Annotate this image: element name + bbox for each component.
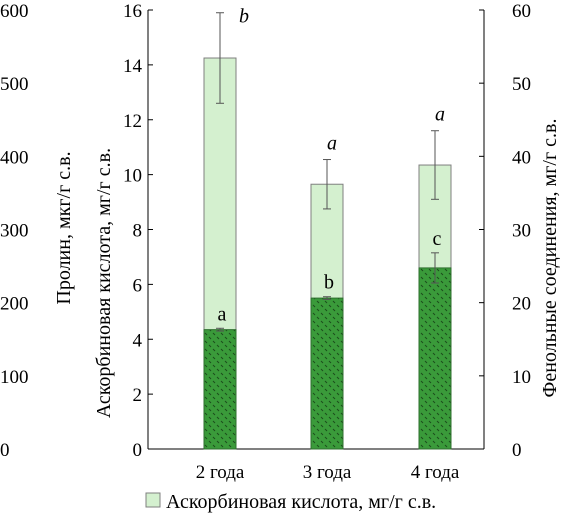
- dark-significance-label: a: [218, 303, 227, 325]
- ascorbic-tick-label: 14: [123, 56, 143, 77]
- category-label: 3 года: [303, 462, 352, 483]
- proline-tick-label: 400: [0, 147, 29, 168]
- proline-tick-label: 300: [0, 221, 29, 242]
- dark-significance-label: b: [324, 272, 334, 294]
- ascorbic-significance-label: a: [435, 104, 445, 126]
- ascorbic-tick-label: 12: [123, 111, 142, 132]
- dark-bar: [418, 267, 452, 450]
- legend-label: Аскорбиновая кислота, мг/г с.в.: [166, 491, 436, 513]
- dark-bar: [203, 329, 237, 450]
- legend: Аскорбиновая кислота, мг/г с.в.: [145, 491, 436, 513]
- category-labels: 2 года 3 года 4 года: [196, 462, 460, 483]
- phenolic-tick-label: 20: [512, 294, 531, 315]
- phenolic-tick-label: 30: [512, 221, 531, 242]
- ascorbic-tick-label: 10: [123, 166, 142, 187]
- ascorbic-tick-label: 16: [123, 1, 142, 22]
- ascorbic-tick-label: 4: [133, 330, 143, 351]
- ascorbic-significance-label: b: [239, 6, 249, 28]
- proline-tick-label: 600: [0, 1, 29, 22]
- proline-tick-label: 200: [0, 294, 29, 315]
- ascorbic-tick-label: 6: [133, 275, 143, 296]
- proline-axis-title: Пролин, мкг/г с.в.: [53, 151, 75, 304]
- phenolic-axis-title: Фенольные соединения, мг/г с.в.: [539, 119, 561, 398]
- ascorbic-tick-label: 8: [133, 221, 143, 242]
- phenolic-tick-label: 60: [512, 1, 531, 22]
- ascorbic-axis: 0 2 4 6 8 10 12 14 16: [123, 1, 153, 461]
- legend-swatch: [145, 492, 161, 508]
- category-label: 4 года: [411, 462, 460, 483]
- phenolic-tick-label: 0: [512, 440, 522, 461]
- proline-tick-label: 100: [0, 367, 29, 388]
- proline-tick-label: 500: [0, 74, 29, 95]
- phenolic-tick-label: 50: [512, 74, 531, 95]
- proline-tick-label: 0: [0, 440, 10, 461]
- dark-significance-label: c: [433, 228, 442, 250]
- bars-group: b a a b a c: [203, 6, 452, 450]
- phenolic-tick-label: 40: [512, 147, 531, 168]
- category-label: 2 года: [196, 462, 245, 483]
- ascorbic-tick-label: 0: [133, 440, 143, 461]
- ascorbic-tick-label: 2: [133, 385, 143, 406]
- proline-axis-ticks: 0 100 200 300 400 500 600: [0, 1, 29, 461]
- ascorbic-significance-label: a: [327, 133, 337, 155]
- phenolic-tick-label: 10: [512, 367, 531, 388]
- ascorbic-axis-title: Аскорбиновая кислота, мг/г с.в.: [93, 148, 115, 418]
- dark-bar: [310, 297, 344, 450]
